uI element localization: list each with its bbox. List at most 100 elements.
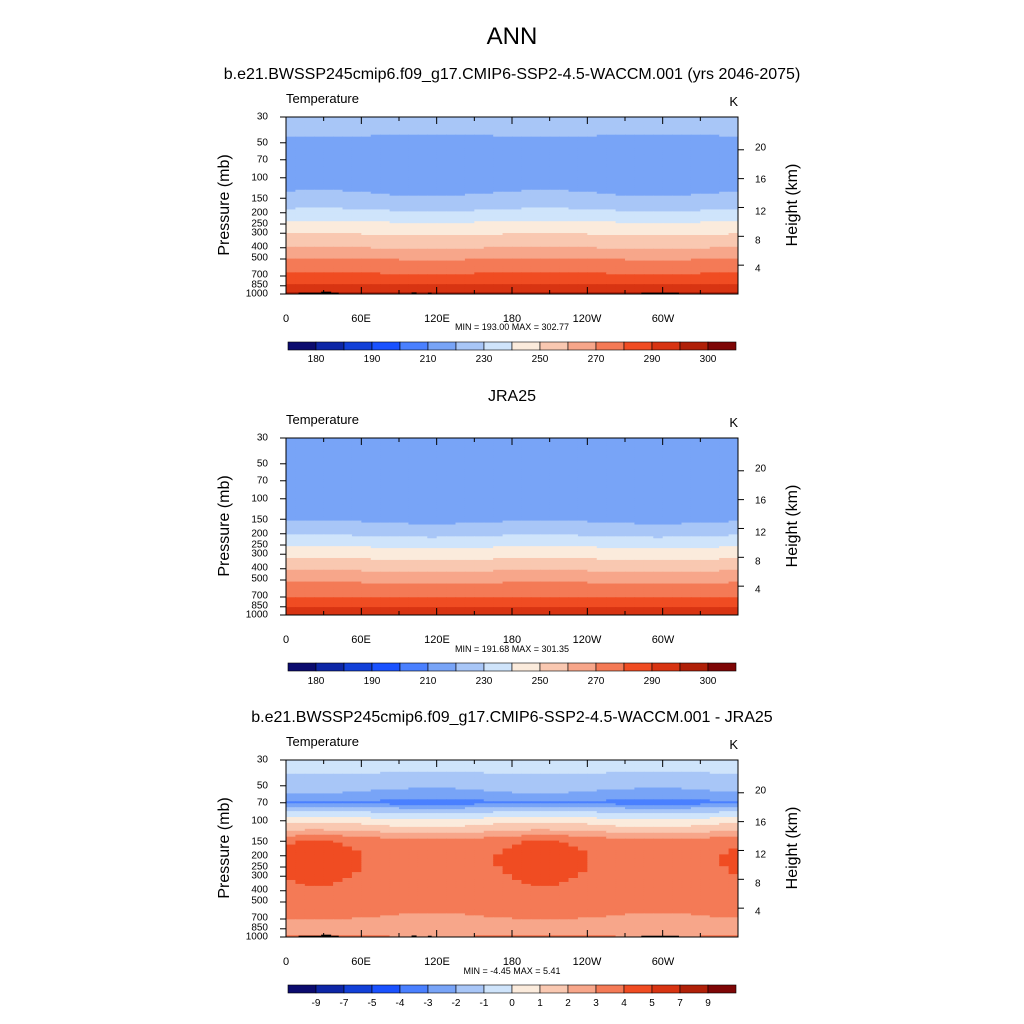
contour-cell [653,146,664,150]
contour-cell [681,258,692,262]
contour-cell [700,244,711,248]
contour-cell [436,438,447,441]
contour-cell [295,246,306,250]
contour-cell [314,266,325,270]
contour-cell [549,122,560,126]
contour-cell [512,144,523,148]
contour-cell [643,183,654,187]
contour-cell [455,124,466,128]
contour-cell [700,457,711,461]
contour-cell [314,252,325,256]
contour-cell [295,130,306,134]
contour-cell [512,201,523,205]
contour-cell [719,213,730,216]
contour-cell [690,213,701,216]
contour-cell [606,207,617,211]
contour-cell [672,154,683,157]
contour-cell [304,201,315,205]
contour-cell [370,244,381,248]
contour-cell [483,455,494,459]
contour-cell [493,128,504,132]
contour-cell [483,213,494,216]
contour-cell [643,130,654,134]
contour-cell [493,207,504,211]
contour-cell [625,236,636,240]
contour-cell [502,148,513,152]
contour-cell [643,235,654,238]
contour-cell [643,215,654,218]
contour-cell [351,136,362,140]
contour-cell [615,286,626,289]
contour-cell [709,179,720,183]
contour-cell [728,235,738,238]
contour-cell [577,236,588,240]
contour-cell [464,264,475,268]
contour-cell [662,238,673,242]
contour-cell [540,274,551,277]
contour-cell [295,260,306,264]
contour-cell [700,201,711,205]
contour-cell [681,205,692,209]
contour-cell [389,160,400,163]
contour-cell [333,272,344,275]
contour-cell [681,136,692,140]
contour-cell [728,134,738,138]
contour-cell [512,439,523,443]
contour-cell [483,177,494,181]
contour-cell [662,142,673,146]
contour-cell [521,183,532,187]
contour-cell [361,254,372,258]
topography-block [427,292,432,294]
contour-cell [559,447,570,451]
contour-cell [483,170,494,173]
contour-cell [672,268,683,271]
contour-cell [521,248,532,252]
contour-cell [351,258,362,262]
contour-cell [530,286,541,289]
contour-cell [304,288,315,291]
contour-cell [709,126,720,130]
contour-cell [653,189,664,193]
contour-cell [530,203,541,207]
contour-cell [521,181,532,185]
contour-cell [417,272,428,275]
contour-cell [502,248,513,252]
contour-cell [295,156,306,159]
contour-cell [728,270,738,273]
contour-cell [596,152,607,155]
contour-cell [512,138,523,142]
contour-cell [625,207,636,211]
contour-cell [568,166,579,169]
contour-cell [333,282,344,285]
contour-cell [672,148,683,152]
contour-cell [323,235,334,238]
contour-cell [380,242,391,246]
contour-cell [370,170,381,173]
contour-cell [370,128,381,132]
contour-cell [540,126,551,130]
contour-cell [672,235,683,238]
contour-cell [342,455,353,459]
contour-cell [625,252,636,256]
contour-cell [408,136,419,140]
contour-cell [474,197,485,201]
contour-cell [323,256,334,260]
contour-cell [709,142,720,146]
contour-cell [512,272,523,275]
contour-cell [690,244,701,248]
contour-cell [474,278,485,281]
contour-cell [634,168,645,171]
contour-cell [643,455,654,459]
contour-cell [690,207,701,211]
contour-cell [719,128,730,132]
contour-cell [502,233,513,236]
contour-cell [455,451,466,455]
contour-cell [399,288,410,291]
contour-cell [474,270,485,273]
contour-cell [643,132,654,136]
contour-cell [643,117,654,120]
contour-cell [323,231,334,234]
contour-cell [389,197,400,201]
contour-cell [662,286,673,289]
contour-cell [427,229,438,232]
